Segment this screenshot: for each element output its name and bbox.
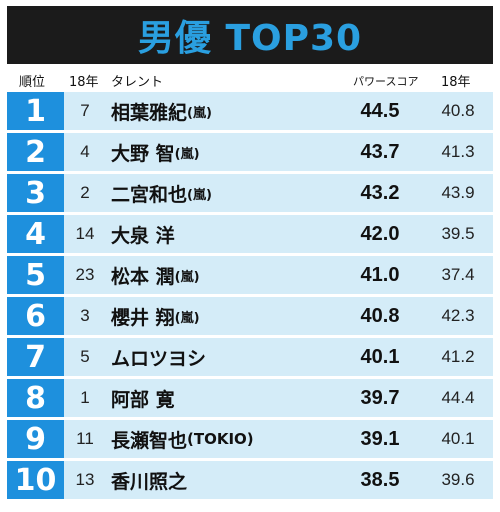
power-score: 44.5 bbox=[360, 99, 400, 122]
prev-rank: 7 bbox=[80, 101, 90, 120]
prev-rank: 4 bbox=[80, 142, 90, 161]
prev-rank: 14 bbox=[75, 224, 95, 243]
rank-number: 9 bbox=[7, 420, 64, 458]
talent-name: 大泉 洋 bbox=[111, 215, 175, 253]
rank-number: 10 bbox=[7, 461, 64, 499]
table-row: 3 2 二宮和也 (嵐) 43.2 43.9 bbox=[7, 174, 493, 212]
talent-name: 櫻井 翔 (嵐) bbox=[111, 297, 200, 335]
prev-rank: 3 bbox=[80, 306, 90, 325]
table-row: 5 23 松本 潤 (嵐) 41.0 37.4 bbox=[7, 256, 493, 294]
prev-rank: 1 bbox=[80, 388, 90, 407]
header-power-score: パワースコア bbox=[353, 75, 419, 88]
page-title: 男優 TOP30 bbox=[137, 18, 363, 59]
talent-name: 長瀬智也 (TOKIO) bbox=[111, 420, 254, 458]
ranking-table: 男優 TOP30 順位 18年 タレント パワースコア 18年 1 7 相葉雅紀… bbox=[7, 6, 493, 506]
group-label: (嵐) bbox=[187, 187, 212, 203]
prev-rank: 2 bbox=[80, 183, 90, 202]
header-last-year: 18年 bbox=[441, 75, 471, 90]
talent-name-text: 相葉雅紀 bbox=[111, 101, 188, 124]
last-year-score: 39.6 bbox=[441, 470, 475, 489]
talent-name-text: 阿部 寛 bbox=[111, 388, 175, 411]
rank-number: 2 bbox=[7, 133, 64, 171]
talent-name: 大野 智 (嵐) bbox=[111, 133, 200, 171]
talent-name-text: 二宮和也 bbox=[111, 183, 188, 206]
table-row: 8 1 阿部 寛 39.7 44.4 bbox=[7, 379, 493, 417]
rank-number: 8 bbox=[7, 379, 64, 417]
group-label: (嵐) bbox=[174, 146, 200, 162]
group-label: (嵐) bbox=[187, 105, 212, 121]
table-row: 1 7 相葉雅紀 (嵐) 44.5 40.8 bbox=[7, 92, 493, 130]
table-row: 6 3 櫻井 翔 (嵐) 40.8 42.3 bbox=[7, 297, 493, 335]
talent-name-text: 香川照之 bbox=[111, 470, 188, 493]
talent-name-text: 長瀬智也 bbox=[111, 429, 188, 452]
table-row: 2 4 大野 智 (嵐) 43.7 41.3 bbox=[7, 133, 493, 171]
talent-name: 阿部 寛 bbox=[111, 379, 175, 417]
last-year-score: 43.9 bbox=[441, 183, 475, 202]
header-talent: タレント bbox=[111, 75, 164, 90]
power-score: 40.8 bbox=[360, 304, 400, 327]
talent-name: 香川照之 bbox=[111, 461, 187, 499]
header-prev-year: 18年 bbox=[69, 75, 99, 90]
title-bar: 男優 TOP30 bbox=[7, 6, 493, 64]
table-row: 9 11 長瀬智也 (TOKIO) 39.1 40.1 bbox=[7, 420, 493, 458]
talent-name: 松本 潤 (嵐) bbox=[111, 256, 200, 294]
header-rank: 順位 bbox=[19, 75, 46, 90]
talent-name: ムロツヨシ bbox=[111, 338, 206, 376]
last-year-score: 41.2 bbox=[441, 347, 475, 366]
talent-name-text: 大泉 洋 bbox=[111, 224, 175, 247]
last-year-score: 42.3 bbox=[441, 306, 475, 325]
group-label: (嵐) bbox=[174, 310, 200, 326]
table-row: 4 14 大泉 洋 42.0 39.5 bbox=[7, 215, 493, 253]
talent-name: 相葉雅紀 (嵐) bbox=[111, 92, 212, 130]
group-label: (嵐) bbox=[174, 269, 200, 285]
prev-rank: 5 bbox=[80, 347, 90, 366]
last-year-score: 37.4 bbox=[441, 265, 475, 284]
talent-name-text: ムロツヨシ bbox=[111, 347, 207, 370]
last-year-score: 40.1 bbox=[441, 429, 475, 448]
prev-rank: 11 bbox=[76, 429, 94, 448]
group-label: (TOKIO) bbox=[187, 430, 254, 448]
power-score: 39.7 bbox=[360, 386, 400, 409]
power-score: 42.0 bbox=[360, 222, 400, 245]
table-row: 7 5 ムロツヨシ 40.1 41.2 bbox=[7, 338, 493, 376]
last-year-score: 39.5 bbox=[441, 224, 475, 243]
rank-number: 7 bbox=[7, 338, 64, 376]
power-score: 43.2 bbox=[360, 181, 400, 204]
prev-rank: 23 bbox=[75, 265, 95, 284]
talent-name-text: 松本 潤 bbox=[111, 265, 175, 288]
rank-number: 3 bbox=[7, 174, 64, 212]
talent-name-text: 大野 智 bbox=[111, 142, 175, 165]
rank-number: 1 bbox=[7, 92, 64, 130]
power-score: 41.0 bbox=[360, 263, 400, 286]
prev-rank: 13 bbox=[75, 470, 95, 489]
talent-name: 二宮和也 (嵐) bbox=[111, 174, 212, 212]
rank-number: 6 bbox=[7, 297, 64, 335]
power-score: 40.1 bbox=[360, 345, 400, 368]
talent-name-text: 櫻井 翔 bbox=[111, 306, 175, 329]
table-row: 10 13 香川照之 38.5 39.6 bbox=[7, 461, 493, 499]
power-score: 43.7 bbox=[360, 140, 400, 163]
rank-number: 4 bbox=[7, 215, 64, 253]
last-year-score: 41.3 bbox=[441, 142, 475, 161]
power-score: 38.5 bbox=[360, 468, 400, 491]
table-header: 順位 18年 タレント パワースコア 18年 bbox=[7, 68, 493, 90]
rank-number: 5 bbox=[7, 256, 64, 294]
power-score: 39.1 bbox=[360, 427, 400, 450]
last-year-score: 40.8 bbox=[441, 101, 475, 120]
last-year-score: 44.4 bbox=[441, 388, 475, 407]
